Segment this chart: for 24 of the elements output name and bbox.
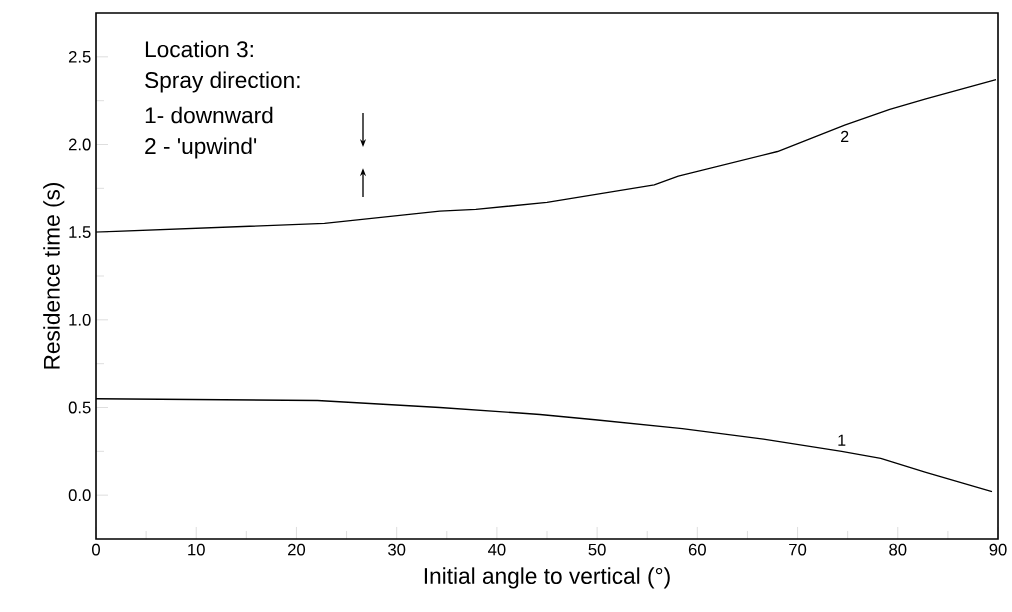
annotation: 1- downward [145, 106, 273, 124]
annotation: 1 [838, 434, 846, 446]
y-tick-label: 2.0 [68, 138, 91, 151]
y-tick-label: 1.5 [69, 226, 91, 238]
annotation: 2 [841, 130, 849, 142]
x-tick-label: 10 [188, 543, 205, 556]
x-tick-label: 50 [588, 543, 606, 556]
annotation: Location 3: [145, 40, 253, 58]
annotation: Spray direction: [145, 71, 300, 93]
y-tick-label: 0.0 [68, 489, 91, 502]
y-tick-label: 0.5 [68, 401, 91, 414]
x-tick-label: 40 [488, 543, 506, 556]
annotation: 2 - 'upwind' [145, 137, 257, 159]
x-tick-label: 80 [889, 543, 907, 556]
y-tick-label: 1.0 [69, 313, 91, 326]
x-tick-label: 70 [789, 543, 807, 556]
x-tick-label: 0 [92, 543, 100, 556]
x-tick-label: 90 [989, 543, 1007, 556]
y-tick-label: 2.5 [68, 50, 91, 63]
x-tick-label: 60 [688, 543, 706, 556]
y-axis-title: Residence time (s) [43, 182, 65, 369]
x-tick-label: 20 [288, 543, 306, 556]
x-axis-title: Initial angle to vertical (°) [424, 567, 670, 589]
x-tick-label: 30 [388, 543, 406, 556]
